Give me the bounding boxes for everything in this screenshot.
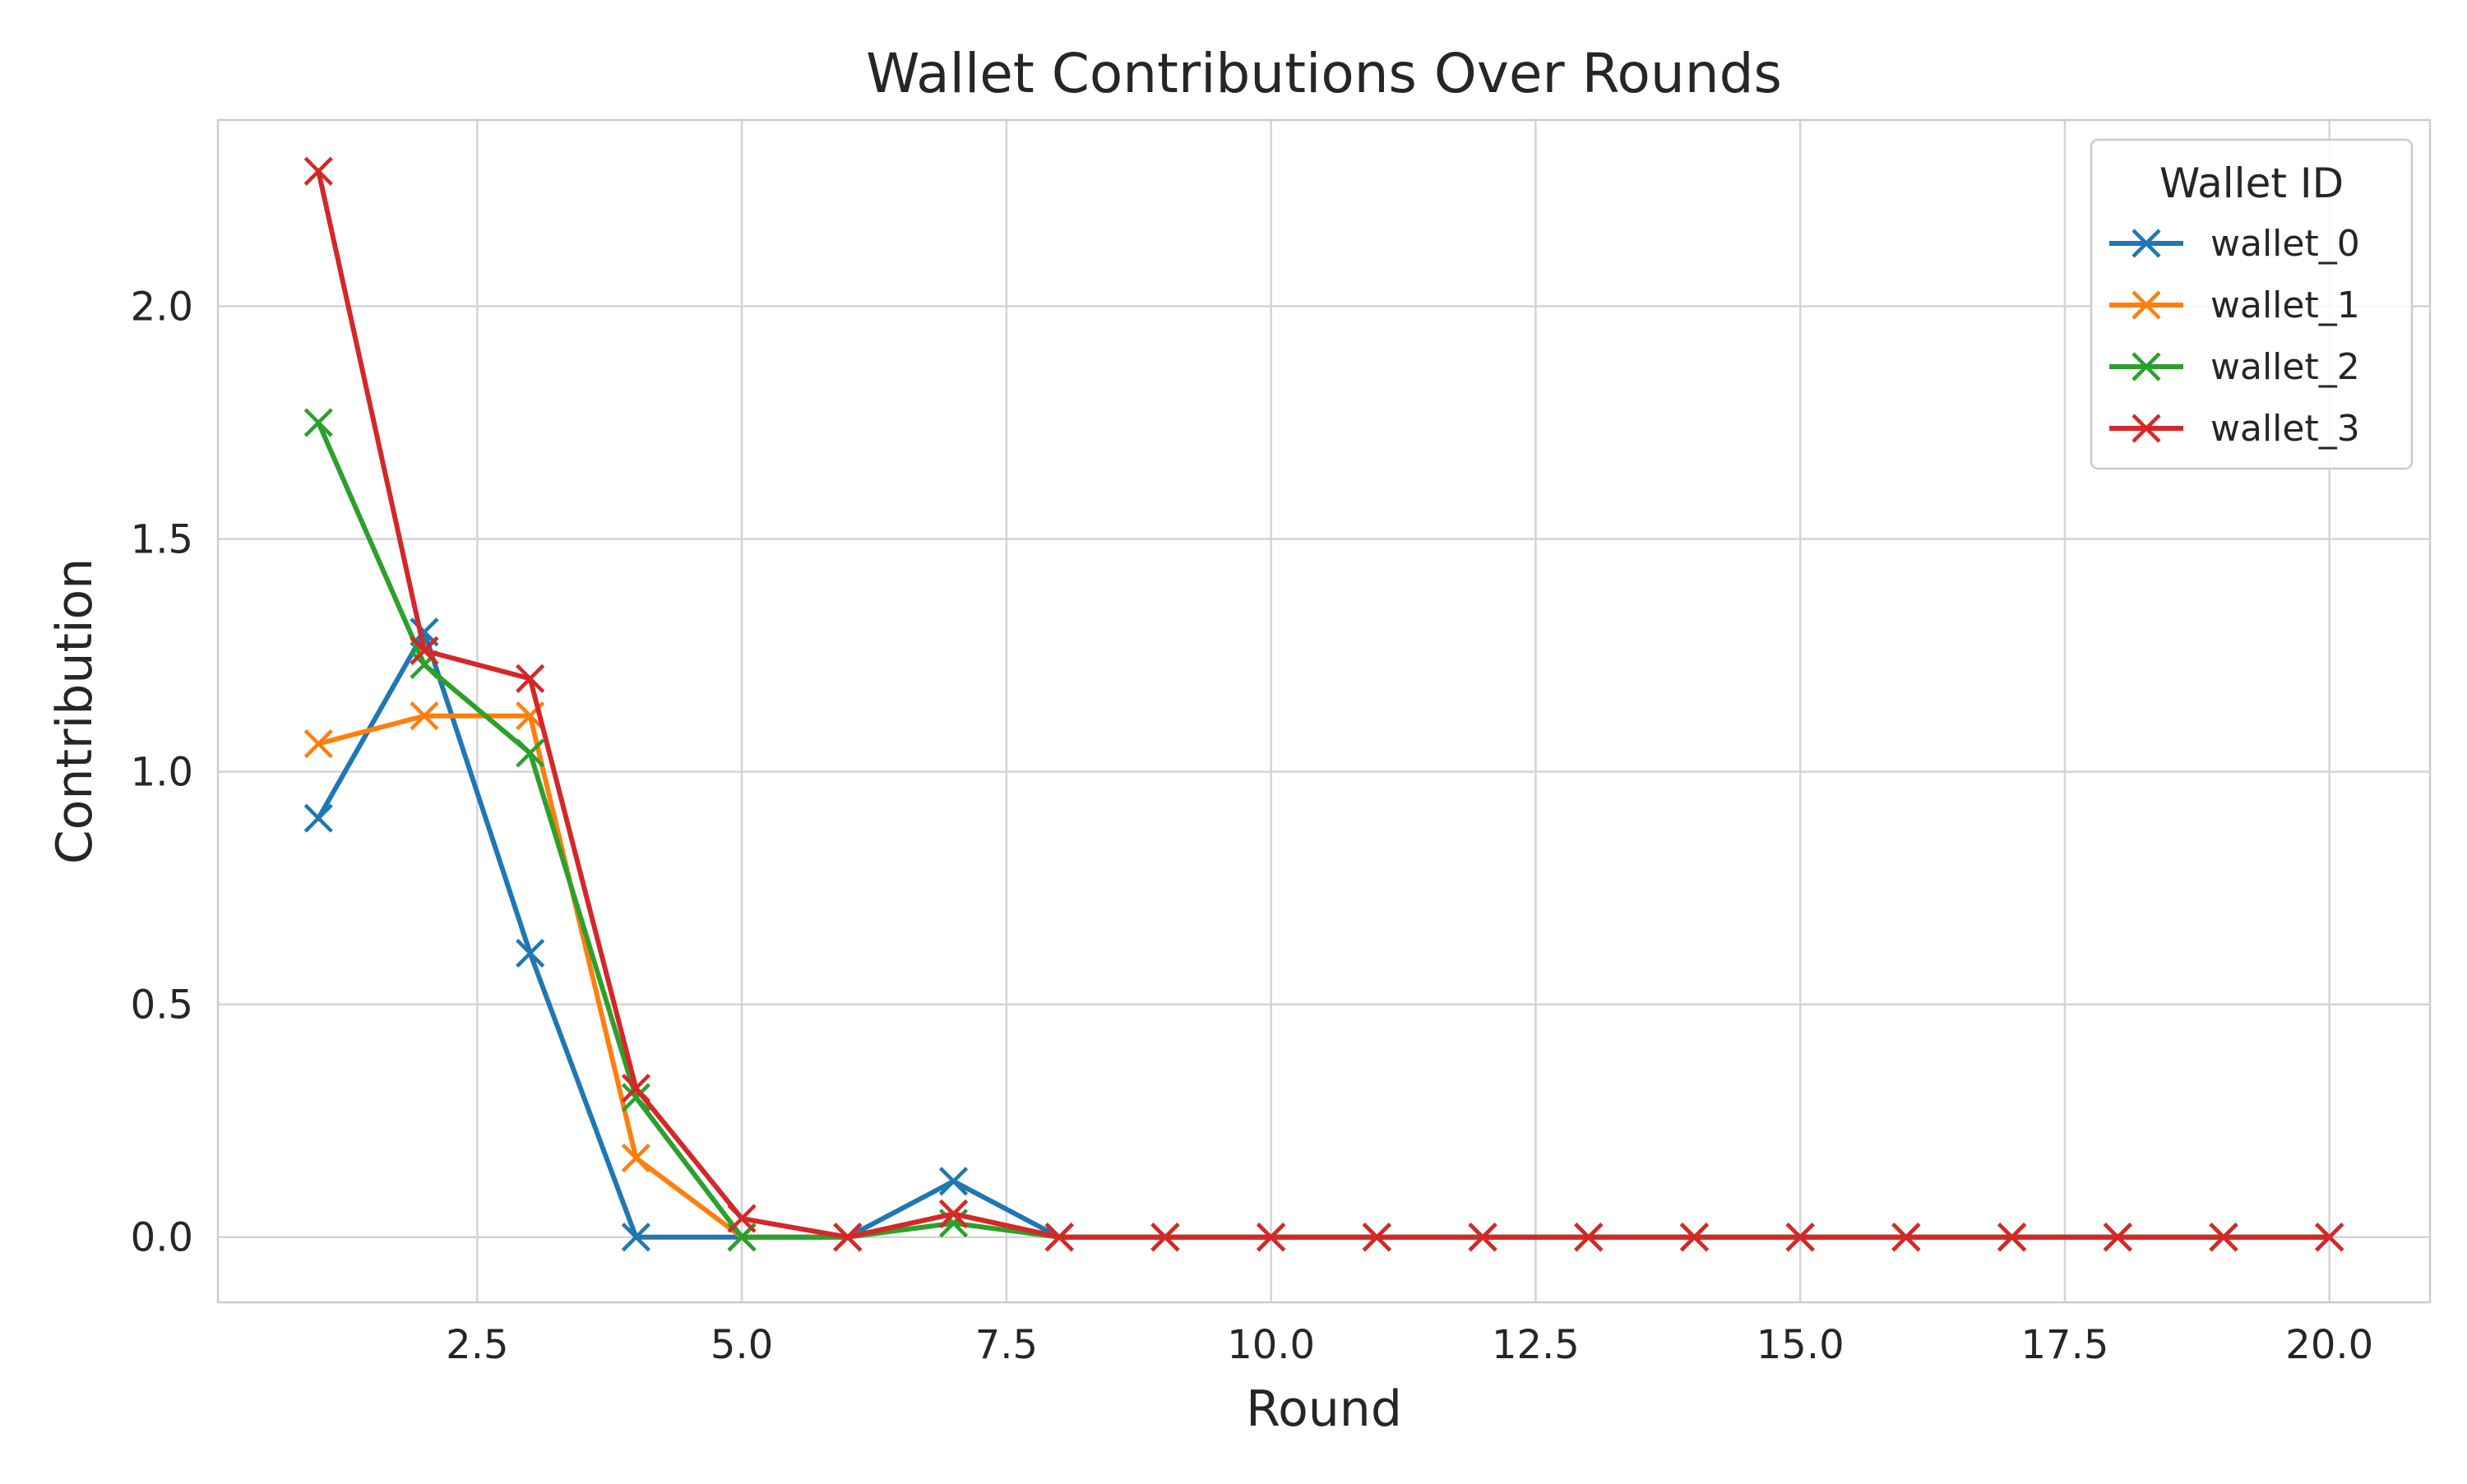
x-tick-label: 5.0 — [710, 1322, 773, 1368]
data-point — [410, 701, 439, 731]
data-point — [1679, 1223, 1710, 1252]
y-tick-label: 1.0 — [131, 750, 193, 796]
series-wallet_3 — [303, 156, 2344, 1252]
legend-label: wallet_2 — [2210, 346, 2360, 388]
x-tick-label: 10.0 — [1227, 1322, 1315, 1368]
data-point — [303, 803, 333, 833]
legend-title: Wallet ID — [2159, 159, 2344, 207]
data-point — [410, 650, 439, 679]
data-point — [621, 1223, 650, 1252]
tick-labels: 2.5 5.0 7.5 10.0 12.5 15.0 17.5 20.0 0.0 0.5 1.0 1.… — [131, 284, 2374, 1368]
data-point — [303, 408, 333, 437]
data-point — [621, 1073, 650, 1103]
data-point — [1362, 1223, 1391, 1252]
data-point — [1997, 1223, 2027, 1252]
data-point — [1574, 1223, 1604, 1252]
data-point — [516, 738, 545, 768]
y-tick-label: 1.5 — [131, 517, 193, 563]
data-point — [938, 1167, 969, 1196]
data-point — [1785, 1223, 1815, 1252]
legend-marker — [2131, 414, 2161, 443]
plot-frame — [216, 118, 2432, 1304]
data-point — [2209, 1223, 2238, 1252]
data-point — [1257, 1223, 1286, 1252]
y-axis-label: Contribution — [46, 558, 104, 865]
x-tick-label: 17.5 — [2021, 1322, 2109, 1368]
data-point — [516, 663, 545, 693]
x-tick-label: 12.5 — [1492, 1322, 1580, 1368]
data-point — [727, 1204, 757, 1233]
data-point — [410, 636, 439, 665]
legend: Wallet ID wallet_0wallet_1wallet_2wallet… — [2090, 138, 2414, 470]
legend-marker — [2131, 229, 2161, 258]
data-point — [938, 1199, 969, 1229]
data-point — [516, 938, 545, 968]
data-point — [1468, 1223, 1497, 1252]
legend-label: wallet_0 — [2210, 223, 2360, 265]
x-tick-label: 20.0 — [2285, 1322, 2373, 1368]
legend-marker — [2131, 352, 2161, 381]
y-tick-label: 2.0 — [131, 284, 193, 330]
data-point — [2103, 1223, 2132, 1252]
series-layer — [303, 156, 2344, 1252]
data-point — [1150, 1223, 1180, 1252]
legend-label: wallet_3 — [2210, 408, 2360, 450]
data-point — [2315, 1223, 2344, 1252]
x-tick-label: 7.5 — [975, 1322, 1038, 1368]
legend-item-wallet_3: wallet_3 — [2109, 408, 2360, 450]
y-tick-label: 0.0 — [131, 1215, 193, 1261]
legend-label: wallet_1 — [2210, 284, 2360, 326]
series-line — [316, 169, 2332, 1240]
chart-title: Wallet Contributions Over Rounds — [866, 42, 1782, 105]
x-tick-label: 15.0 — [1757, 1322, 1844, 1368]
data-point — [1891, 1223, 1921, 1252]
data-point — [303, 729, 333, 759]
legend-items: wallet_0 wallet_1 wallet_2 wallet_3 — [2109, 223, 2360, 450]
legend-item-wallet_1: wallet_1 — [2109, 284, 2360, 326]
x-axis-label: Round — [1246, 1380, 1402, 1438]
legend-item-wallet_0: wallet_0 — [2109, 223, 2360, 265]
y-tick-label: 0.5 — [131, 982, 193, 1029]
legend-box — [2090, 138, 2414, 470]
data-point — [621, 1143, 650, 1173]
x-tick-label: 2.5 — [446, 1322, 508, 1368]
data-point — [303, 156, 333, 186]
legend-marker — [2131, 290, 2161, 320]
data-point — [833, 1223, 863, 1252]
data-point — [621, 1083, 650, 1112]
legend-item-wallet_2: wallet_2 — [2109, 346, 2360, 388]
data-point — [1044, 1223, 1074, 1252]
